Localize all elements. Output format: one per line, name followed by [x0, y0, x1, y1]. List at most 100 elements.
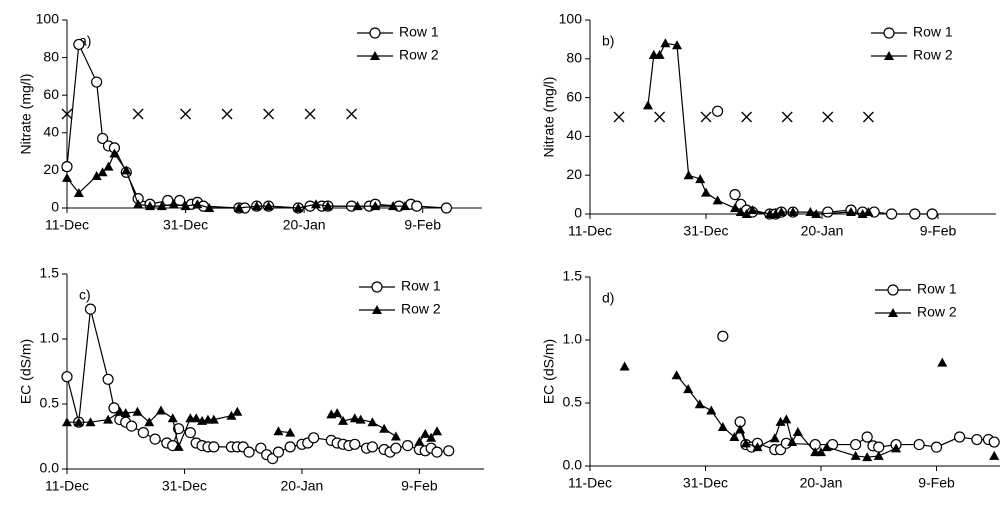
series-line	[66, 308, 449, 460]
point	[85, 417, 96, 427]
point	[821, 442, 832, 452]
series-line	[734, 194, 933, 215]
point	[84, 303, 97, 315]
point	[204, 203, 215, 212]
y-tick-label: 40	[43, 124, 59, 140]
point	[167, 413, 178, 423]
point	[735, 207, 746, 217]
point	[861, 431, 873, 443]
point	[752, 442, 763, 452]
point	[284, 441, 296, 453]
point	[367, 417, 378, 427]
y-tick-label: 80	[566, 50, 582, 66]
point	[145, 201, 155, 211]
point	[432, 426, 443, 436]
point	[73, 187, 84, 197]
point	[370, 201, 381, 211]
point	[805, 207, 816, 217]
point	[73, 38, 85, 51]
point	[208, 414, 219, 424]
point	[414, 436, 425, 446]
point	[108, 402, 120, 414]
point	[672, 40, 682, 50]
point	[137, 427, 149, 439]
x-tick-label: 11-Dec	[45, 217, 89, 233]
point	[156, 201, 167, 211]
y-axis-label: Nitrate (mg/l)	[541, 77, 557, 158]
point	[355, 414, 366, 424]
point	[654, 111, 666, 123]
x-tick-label: 9-Feb	[918, 475, 955, 491]
point	[263, 108, 275, 120]
point	[352, 201, 363, 211]
point	[349, 438, 361, 450]
point	[103, 161, 114, 171]
point	[747, 205, 758, 215]
point	[120, 408, 131, 418]
point	[62, 172, 72, 182]
point	[102, 373, 114, 385]
y-tick-label: 1.5	[40, 265, 60, 281]
point	[133, 199, 144, 209]
point	[971, 433, 983, 446]
point	[989, 450, 1000, 460]
y-tick-label: 20	[43, 161, 59, 177]
y-axis-label: EC (dS/m)	[18, 339, 34, 404]
point	[304, 108, 316, 120]
point	[180, 201, 191, 211]
point	[273, 426, 284, 436]
point	[97, 167, 108, 177]
x-tick-label: 31-Dec	[683, 223, 728, 239]
point	[926, 208, 938, 220]
legend-label: Row 2	[917, 304, 957, 320]
annotation: b)	[602, 33, 614, 49]
point	[91, 76, 103, 88]
x-tick-label: 31-Dec	[683, 475, 728, 491]
series-line	[66, 152, 405, 209]
point	[781, 414, 792, 424]
point	[909, 208, 921, 220]
point	[232, 406, 243, 416]
point	[366, 441, 379, 453]
point	[379, 423, 390, 433]
point	[233, 203, 244, 212]
y-axis-label: Nitrate (mg/l)	[18, 74, 34, 155]
point	[717, 421, 728, 431]
point	[822, 206, 834, 218]
point	[619, 361, 630, 371]
point	[683, 384, 694, 394]
x-tick-label: 20-Jan	[800, 475, 843, 491]
y-tick-label: 1.0	[563, 331, 583, 347]
point	[735, 424, 746, 434]
point	[643, 100, 653, 110]
legend-label: Row 1	[401, 278, 441, 294]
annotation: c)	[79, 287, 91, 303]
point	[694, 399, 705, 409]
point	[769, 433, 780, 443]
point	[420, 428, 431, 438]
x-tick-label: 31-Dec	[163, 217, 208, 233]
x-tick-label: 11-Dec	[568, 475, 612, 491]
point	[191, 413, 202, 423]
panel: 0 20 40 60 80 100 11-Dec 31-Dec 20-Jan 9-Feb Nitra…	[18, 11, 482, 233]
point	[717, 330, 729, 342]
point	[332, 408, 343, 418]
point	[126, 420, 138, 432]
point	[781, 111, 793, 123]
point	[776, 207, 787, 217]
point	[308, 432, 320, 444]
point	[390, 431, 401, 441]
y-tick-label: 100	[559, 11, 583, 27]
point	[741, 111, 753, 123]
x-tick-label: 11-Dec	[45, 478, 89, 494]
point	[846, 207, 856, 217]
point	[61, 161, 73, 173]
legend-label: Row 2	[913, 47, 953, 63]
point	[73, 417, 84, 427]
y-tick-label: 0	[51, 199, 59, 215]
point	[208, 441, 220, 453]
y-tick-label: 1.0	[40, 330, 60, 346]
point	[660, 38, 671, 48]
point	[740, 438, 751, 448]
point	[873, 450, 884, 460]
